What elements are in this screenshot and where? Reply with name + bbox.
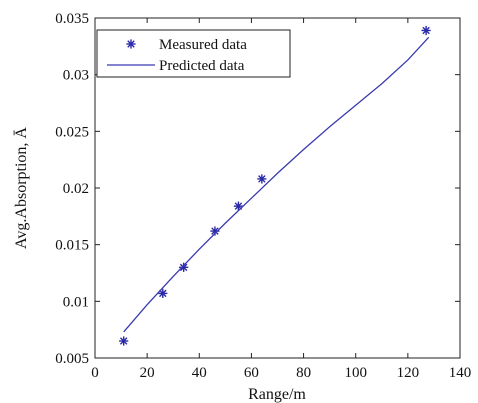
y-tick-label: 0.005 — [55, 351, 89, 367]
y-tick-label: 0.015 — [55, 238, 89, 254]
x-tick-label: 60 — [244, 365, 259, 381]
measured-point — [179, 262, 189, 272]
legend-label: Measured data — [159, 37, 247, 53]
x-tick-label: 80 — [296, 365, 311, 381]
measured-point — [257, 174, 267, 184]
x-tick-label: 40 — [192, 365, 207, 381]
measured-point — [210, 226, 220, 236]
y-tick-label: 0.035 — [55, 11, 89, 27]
x-axis-label: Range/m — [248, 386, 306, 403]
y-tick-label: 0.01 — [63, 294, 89, 310]
y-tick-label: 0.025 — [55, 124, 89, 140]
legend-box — [96, 29, 291, 78]
measured-point — [421, 25, 431, 36]
measured-point — [158, 288, 168, 298]
predicted-line — [123, 36, 430, 333]
x-tick-label: 0 — [91, 365, 99, 381]
y-axis-label: Avg.Absorption, Ā — [13, 127, 30, 249]
y-tick-label: 0.02 — [63, 181, 89, 197]
measured-point — [119, 336, 129, 346]
y-tick-label: 0.03 — [63, 68, 89, 84]
legend-label: Predicted data — [159, 58, 245, 74]
x-tick-label: 20 — [140, 365, 155, 381]
measured-point — [233, 201, 243, 211]
legend-marker-swatch — [126, 39, 136, 49]
x-tick-label: 120 — [397, 365, 420, 381]
x-tick-label: 140 — [449, 365, 472, 381]
x-tick-label: 100 — [344, 365, 367, 381]
